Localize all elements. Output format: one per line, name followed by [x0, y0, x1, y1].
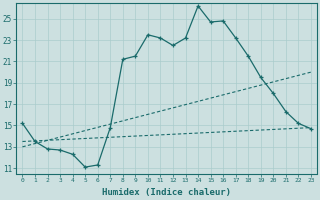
X-axis label: Humidex (Indice chaleur): Humidex (Indice chaleur) [102, 188, 231, 197]
